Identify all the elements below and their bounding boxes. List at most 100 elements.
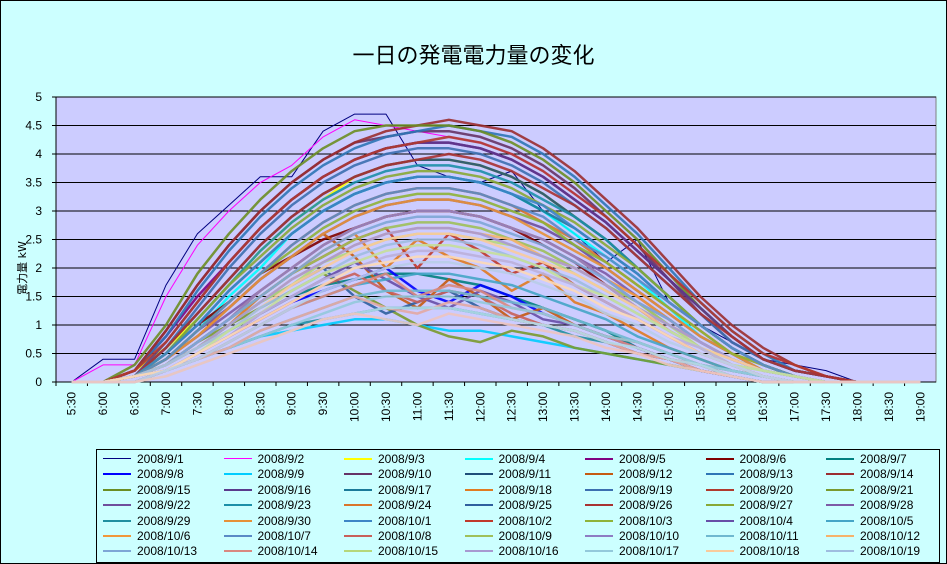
y-tick-label: 3 xyxy=(35,204,42,218)
legend-swatch xyxy=(464,458,493,460)
legend-swatch xyxy=(103,519,131,522)
legend-swatch xyxy=(585,458,613,460)
legend-label: 2008/10/25 xyxy=(740,560,800,562)
legend-swatch xyxy=(585,488,613,491)
y-tick-label: 2.5 xyxy=(25,233,42,247)
legend-label: 2008/9/26 xyxy=(619,498,673,513)
x-tick-label: 17:00 xyxy=(788,392,802,422)
series-line-2008-10-26 xyxy=(71,312,921,384)
legend-swatch xyxy=(223,504,252,507)
legend-swatch xyxy=(826,535,854,537)
legend-label: 2008/10/17 xyxy=(619,544,680,559)
legend-swatch xyxy=(826,550,854,553)
legend-swatch xyxy=(585,535,613,537)
x-tick-label: 8:00 xyxy=(222,392,236,416)
x-tick-label: 13:00 xyxy=(536,392,550,422)
legend-swatch xyxy=(223,535,252,537)
legend-swatch xyxy=(705,488,734,491)
legend-swatch xyxy=(705,473,734,476)
legend-swatch xyxy=(344,535,372,537)
x-tick-label: 17:30 xyxy=(819,392,833,422)
y-tick-label: 4.5 xyxy=(25,119,42,133)
legend-swatch xyxy=(103,504,131,507)
legend-label: 2008/9/3 xyxy=(378,452,425,466)
legend-label: 2008/9/5 xyxy=(619,452,666,466)
legend-swatch xyxy=(223,458,252,459)
legend-label: 2008/10/21 xyxy=(258,560,318,562)
x-tick-label: 15:00 xyxy=(662,392,676,422)
y-tick-label: 5 xyxy=(35,90,42,104)
legend-swatch xyxy=(826,488,854,491)
legend-label: 2008/9/24 xyxy=(378,498,432,513)
legend-label: 2008/9/22 xyxy=(137,498,191,513)
x-tick-label: 6:30 xyxy=(128,392,142,416)
series-line-2008-10-25 xyxy=(71,261,921,384)
legend-label: 2008/10/10 xyxy=(619,529,680,543)
legend-label: 2008/9/28 xyxy=(860,498,914,513)
y-tick-label: 4 xyxy=(35,147,42,161)
legend-label: 2008/10/26 xyxy=(860,560,920,562)
x-tick-label: 13:30 xyxy=(568,392,582,422)
legend-label: 2008/10/14 xyxy=(257,544,318,559)
legend-swatch xyxy=(585,550,613,553)
legend-swatch xyxy=(103,488,131,491)
legend-swatch xyxy=(464,519,493,522)
legend-swatch xyxy=(223,473,252,476)
legend-label: 2008/9/13 xyxy=(739,467,793,482)
x-tick-label: 15:30 xyxy=(693,392,707,422)
legend-label: 2008/10/6 xyxy=(137,529,191,543)
legend-label: 2008/9/6 xyxy=(739,452,787,466)
legend-label: 2008/9/7 xyxy=(860,452,907,466)
x-tick-label: 18:00 xyxy=(850,392,864,422)
x-tick-label: 16:00 xyxy=(725,392,739,422)
legend-swatch xyxy=(826,458,854,460)
x-tick-label: 11:30 xyxy=(442,392,456,421)
legend-swatch xyxy=(585,473,613,476)
legend-label: 2008/10/16 xyxy=(498,544,559,559)
series-line-2008-9-26 xyxy=(71,152,921,384)
legend-label: 2008/10/7 xyxy=(257,529,311,543)
series-line-2008-10-21 xyxy=(71,243,921,384)
legend-swatch xyxy=(826,519,854,522)
legend-swatch xyxy=(464,473,493,476)
x-tick-label: 19:00 xyxy=(913,392,927,422)
y-tick-label: 0 xyxy=(35,375,42,389)
legend-swatch xyxy=(103,535,131,537)
legend-label: 2008/9/25 xyxy=(498,498,552,513)
legend-label: 2008/10/20 xyxy=(137,560,197,562)
x-tick-label: 10:00 xyxy=(348,392,362,422)
legend-swatch xyxy=(464,550,493,553)
x-tick-label: 7:30 xyxy=(190,392,204,416)
legend-label: 2008/10/9 xyxy=(498,529,552,543)
x-tick-label: 16:30 xyxy=(756,392,770,422)
x-tick-label: 7:00 xyxy=(159,392,173,416)
series-line-2008-9-14 xyxy=(71,118,921,384)
x-tick-label: 14:30 xyxy=(630,392,644,422)
legend-label: 2008/10/19 xyxy=(860,544,921,559)
legend-label: 2008/10/5 xyxy=(860,513,914,528)
legend-label: 2008/9/1 xyxy=(137,452,184,466)
x-tick-label: 6:00 xyxy=(96,392,110,416)
legend-label: 2008/10/15 xyxy=(378,544,439,559)
legend-label: 2008/9/27 xyxy=(739,498,793,513)
x-tick-label: 12:30 xyxy=(505,392,519,422)
legend-swatch xyxy=(705,504,734,507)
legend-swatch xyxy=(103,458,131,459)
legend-label: 2008/9/10 xyxy=(378,467,432,482)
x-tick-label: 12:00 xyxy=(473,392,487,422)
legend-label: 2008/9/8 xyxy=(137,467,184,482)
legend-swatch xyxy=(344,473,372,476)
x-tick-label: 9:30 xyxy=(316,392,330,416)
legend-swatch xyxy=(344,519,372,522)
legend-swatch xyxy=(585,519,613,522)
legend-swatch xyxy=(826,473,854,476)
y-tick-label: 1.5 xyxy=(25,290,42,304)
legend-swatch xyxy=(705,550,734,553)
series-line-2008-9-20 xyxy=(71,135,921,384)
legend-swatch xyxy=(705,519,734,522)
legend-swatch xyxy=(464,535,493,537)
legend-swatch xyxy=(344,458,372,460)
legend-label: 2008/10/1 xyxy=(378,513,432,528)
legend-label: 2008/10/3 xyxy=(619,513,673,528)
legend-label: 2008/10/11 xyxy=(739,529,799,543)
